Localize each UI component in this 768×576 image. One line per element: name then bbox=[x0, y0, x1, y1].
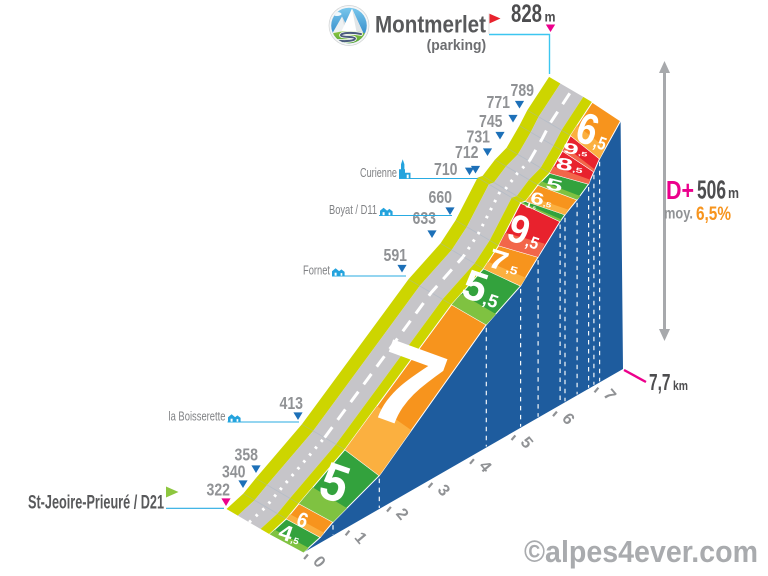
svg-text:Curienne: Curienne bbox=[360, 166, 397, 180]
svg-text:5: 5 bbox=[544, 175, 565, 196]
svg-text:731: 731 bbox=[467, 127, 491, 147]
svg-text:712: 712 bbox=[455, 142, 479, 162]
svg-text:506: 506 bbox=[697, 175, 726, 205]
svg-text:789: 789 bbox=[511, 80, 535, 100]
svg-text:St-Jeoire-Prieuré / D21: St-Jeoire-Prieuré / D21 bbox=[28, 493, 164, 514]
svg-text:(parking): (parking) bbox=[427, 37, 487, 54]
svg-text:9,5: 9,5 bbox=[562, 139, 590, 160]
svg-text:710: 710 bbox=[434, 159, 458, 179]
svg-text:660: 660 bbox=[429, 187, 453, 207]
svg-text:6,5: 6,5 bbox=[528, 188, 554, 211]
svg-text:moy.: moy. bbox=[664, 206, 693, 223]
svg-text:m: m bbox=[728, 186, 739, 202]
svg-text:©alpes4ever.com: ©alpes4ever.com bbox=[524, 534, 758, 569]
svg-text:322: 322 bbox=[207, 480, 231, 500]
svg-text:la Boisserette: la Boisserette bbox=[169, 410, 226, 424]
svg-text:D+: D+ bbox=[666, 175, 694, 205]
svg-text:7,7: 7,7 bbox=[649, 369, 671, 395]
svg-text:4,5: 4,5 bbox=[276, 519, 305, 549]
svg-text:6,5%: 6,5% bbox=[696, 203, 731, 225]
svg-text:413: 413 bbox=[280, 393, 304, 413]
svg-text:Boyat / D11: Boyat / D11 bbox=[329, 203, 377, 217]
svg-text:340: 340 bbox=[222, 462, 246, 482]
svg-text:km: km bbox=[673, 378, 688, 393]
svg-text:8,5: 8,5 bbox=[554, 154, 585, 177]
svg-text:358: 358 bbox=[235, 445, 259, 465]
svg-text:828: 828 bbox=[511, 0, 542, 28]
svg-text:771: 771 bbox=[487, 92, 511, 112]
svg-text:633: 633 bbox=[413, 208, 437, 228]
svg-text:745: 745 bbox=[479, 111, 503, 131]
svg-text:1,5: 1,5 bbox=[524, 200, 537, 212]
svg-text:Montmerlet: Montmerlet bbox=[375, 11, 486, 38]
svg-text:591: 591 bbox=[384, 245, 408, 265]
svg-text:Fornet: Fornet bbox=[303, 264, 330, 278]
svg-text:m: m bbox=[545, 9, 556, 25]
